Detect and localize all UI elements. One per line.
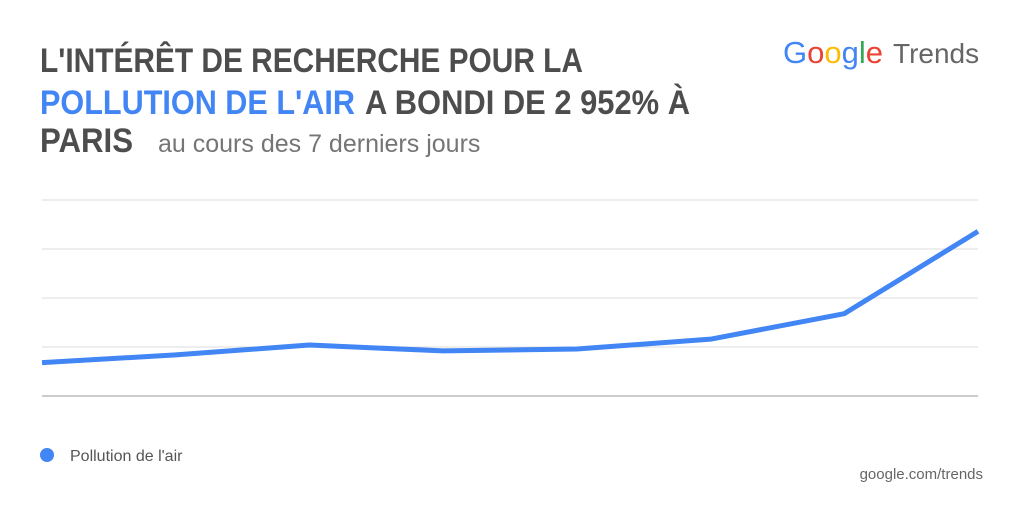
logo-letter: l [859, 35, 866, 70]
title: A BONDI DE 2 952% À [365, 84, 690, 122]
logo-trends: Trends [893, 38, 979, 69]
subtitle: au cours des 7 derniers jours [158, 130, 480, 158]
legend-label: Pollution de l'air [70, 448, 183, 465]
title: PARIS [40, 122, 133, 160]
logo-letter: e [866, 35, 883, 70]
logo-letter: o [807, 35, 824, 70]
logo-letter: G [783, 35, 807, 70]
source: google.com/trends [860, 466, 983, 483]
logo-letter: o [824, 35, 841, 70]
logo-google: Google [783, 35, 883, 70]
title-highlight: POLLUTION DE L'AIR [40, 84, 355, 122]
logo-letter: g [842, 35, 859, 70]
title: L'INTÉRÊT DE RECHERCHE POUR LA [40, 42, 583, 80]
legend-marker [40, 448, 54, 462]
line [41, 229, 980, 366]
